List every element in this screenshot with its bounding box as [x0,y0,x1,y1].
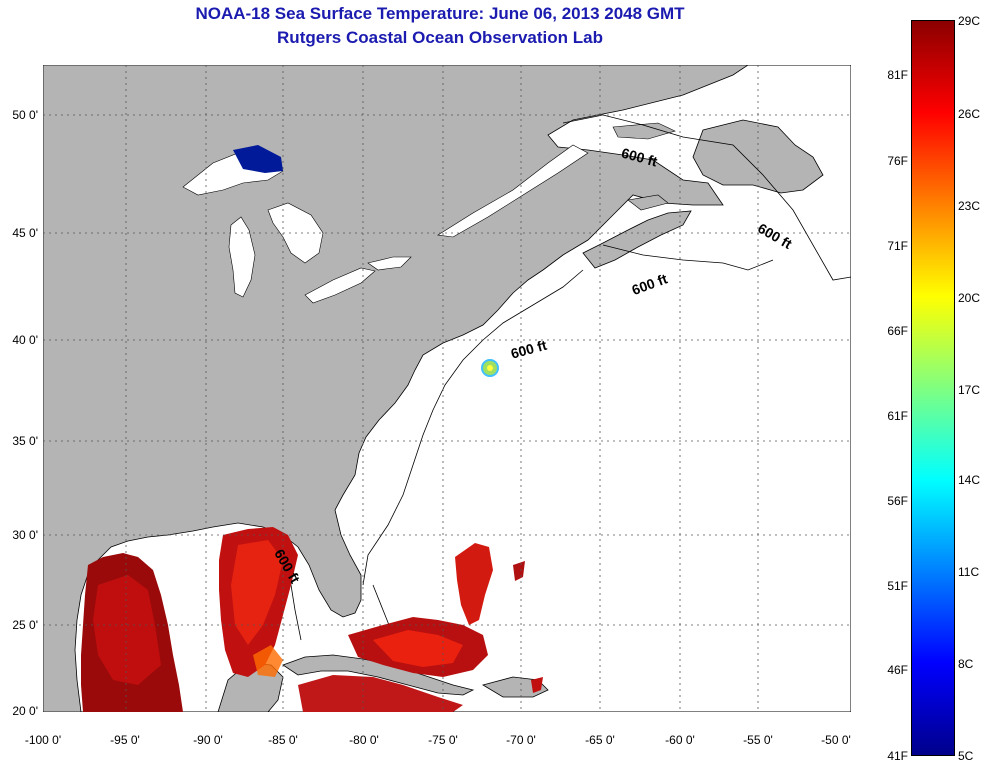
cbar-c-20: 20C [958,291,981,305]
sst-patch-east-small [531,677,543,693]
sst-patch-caribbean [298,675,463,712]
sst-patch-yucatan-warm [253,645,283,677]
lake-michigan [228,216,256,298]
sst-patch-eastern-gulf-hot [231,540,283,645]
cbar-f-41: 41F [887,749,908,763]
cbar-c-29: 29C [958,14,981,28]
lake-superior-cold [233,145,283,173]
cbar-f-46: 46F [887,663,908,677]
land-north-america [43,65,749,712]
sst-patch-western-gulf-hot [93,575,161,685]
st-lawrence-river [437,144,589,238]
map-subtitle: Rutgers Coastal Ocean Observation Lab [277,28,603,47]
cbar-f-81: 81F [887,68,908,82]
cbar-c-11: 11C [958,565,980,579]
lon-tick-70: -70 0' [506,733,536,747]
lat-tick-45: 45 0' [12,226,38,240]
lat-tick-25: 25 0' [12,618,38,632]
cbar-f-56: 56F [887,494,908,508]
cbar-c-14: 14C [958,473,981,487]
lake-ontario [367,256,412,271]
cbar-f-61: 61F [887,409,908,423]
lake-erie [304,267,376,304]
lon-tick-95: -95 0' [110,733,140,747]
sst-map: 600 ft 600 ft 600 ft 600 ft 600 ft [43,65,851,712]
lat-tick-20: 20 0' [12,704,38,718]
cbar-f-66: 66F [887,324,908,338]
lon-tick-85: -85 0' [268,733,298,747]
lat-tick-40: 40 0' [12,333,38,347]
land-pei [627,194,669,211]
cbar-c-5: 5C [958,749,974,763]
map-title: NOAA-18 Sea Surface Temperature: June 06… [195,4,685,23]
land-nova-scotia [582,210,692,269]
lon-tick-100: -100 0' [24,733,62,747]
cbar-c-26: 26C [958,107,981,121]
lon-tick-65: -65 0' [585,733,615,747]
sst-patch-atlantic-south [455,543,493,625]
lon-tick-90: -90 0' [193,733,223,747]
sst-patch-bahamas-hot [373,630,463,667]
lat-tick-30: 30 0' [12,528,38,542]
lat-tick-50: 50 0' [12,108,38,122]
graticule [43,65,851,712]
cbar-f-76: 76F [887,154,908,168]
cbar-c-8: 8C [958,657,974,671]
cbar-c-23: 23C [958,199,981,213]
lon-tick-60: -60 0' [665,733,695,747]
lon-tick-80: -80 0' [349,733,379,747]
cbar-f-51: 51F [887,579,908,593]
lon-tick-75: -75 0' [428,733,458,747]
sst-patch-atlantic-small [513,561,525,581]
land-cuba [282,654,475,696]
cbar-c-17: 17C [958,383,981,397]
land-anticosti [612,122,676,140]
cbar-f-71: 71F [887,239,908,253]
lon-tick-55: -55 0' [743,733,773,747]
lat-tick-35: 35 0' [12,434,38,448]
colorbar [911,20,955,756]
lon-tick-50: -50 0' [821,733,851,747]
